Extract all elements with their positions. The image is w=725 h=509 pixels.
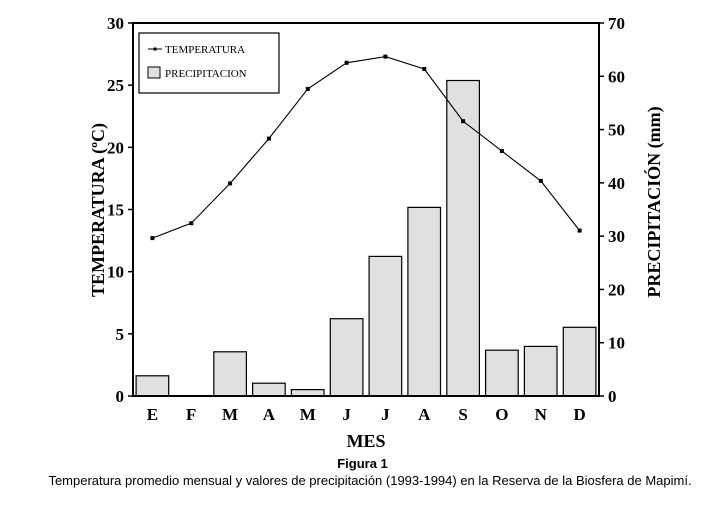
legend-box [138,32,280,94]
precipitation-bar [562,326,597,397]
temperature-point [344,60,349,65]
x-axis-label: MES [346,431,385,451]
legend: TEMPERATURA PRECIPITACION [138,32,280,94]
y-right-tick-label: 70 [608,14,625,33]
y-right-tick-label: 30 [608,227,625,246]
precipitation-bar [446,79,480,397]
figure-caption: Temperatura promedio mensual y valores d… [48,473,692,488]
temperature-point [305,86,310,91]
y-left-tick-label: 0 [116,387,125,406]
temperature-point [577,228,582,233]
legend-precipitation-swatch [147,66,161,79]
precipitation-bar [368,255,403,397]
x-tick-label: A [418,405,431,424]
temperature-point [422,67,427,71]
legend-precipitation-label: PRECIPITACION [165,68,247,80]
y-right-tick-label: 40 [608,174,625,193]
x-tick-label: D [573,405,585,424]
x-tick-label: M [300,405,316,424]
precipitation-bar [523,345,558,397]
y-right-tick-label: 0 [608,387,617,406]
temperature-point [228,181,233,186]
y-left-tick-label: 5 [116,325,125,344]
temperature-point [189,221,194,226]
y-axis-left-label: TEMPERATURA (ºC) [88,123,109,297]
x-tick-label: J [381,405,390,424]
y-left-tick-label: 25 [107,76,124,95]
x-tick-label: A [263,405,276,424]
legend-temperature-marker [153,47,157,51]
figure-label: Figura 1 [337,456,388,471]
x-tick-label: E [147,405,158,424]
temperature-point [499,149,504,154]
precipitation-bars [135,79,597,397]
temperature-point [383,54,388,59]
temperature-point [461,119,466,124]
precipitation-bar [213,351,248,397]
y-axis-right-label: PRECIPITACIÓN (mm) [643,106,665,297]
y-left-tick-label: 30 [107,14,124,33]
precipitation-bar [485,349,519,397]
x-tick-label: S [458,405,467,424]
y-right-tick-label: 50 [608,121,625,140]
temperature-line-series [150,54,582,241]
temperature-point [538,178,543,183]
axes: 0 5 10 15 20 25 30 0 10 20 30 40 50 60 70 E F M A M J J A S O N D [107,14,625,424]
y-left-tick-label: 20 [107,138,124,157]
x-tick-label: O [495,405,508,424]
temperature-line [152,56,581,239]
temperature-point [266,136,271,141]
x-tick-label: N [535,405,548,424]
y-left-tick-label: 10 [107,263,124,282]
y-right-tick-label: 60 [608,67,625,86]
precipitation-bar [252,382,286,397]
y-right-tick-label: 20 [608,280,625,299]
legend-temperature-label: TEMPERATURA [165,44,245,56]
y-right-tick-label: 10 [608,334,625,353]
precipitation-bar [329,318,364,397]
precipitation-bar [135,375,170,397]
x-tick-label: F [186,405,196,424]
x-tick-label: M [222,405,238,424]
precipitation-bar [407,206,442,397]
x-tick-label: J [342,405,351,424]
temperature-point [150,236,155,241]
y-left-tick-label: 15 [107,201,124,220]
